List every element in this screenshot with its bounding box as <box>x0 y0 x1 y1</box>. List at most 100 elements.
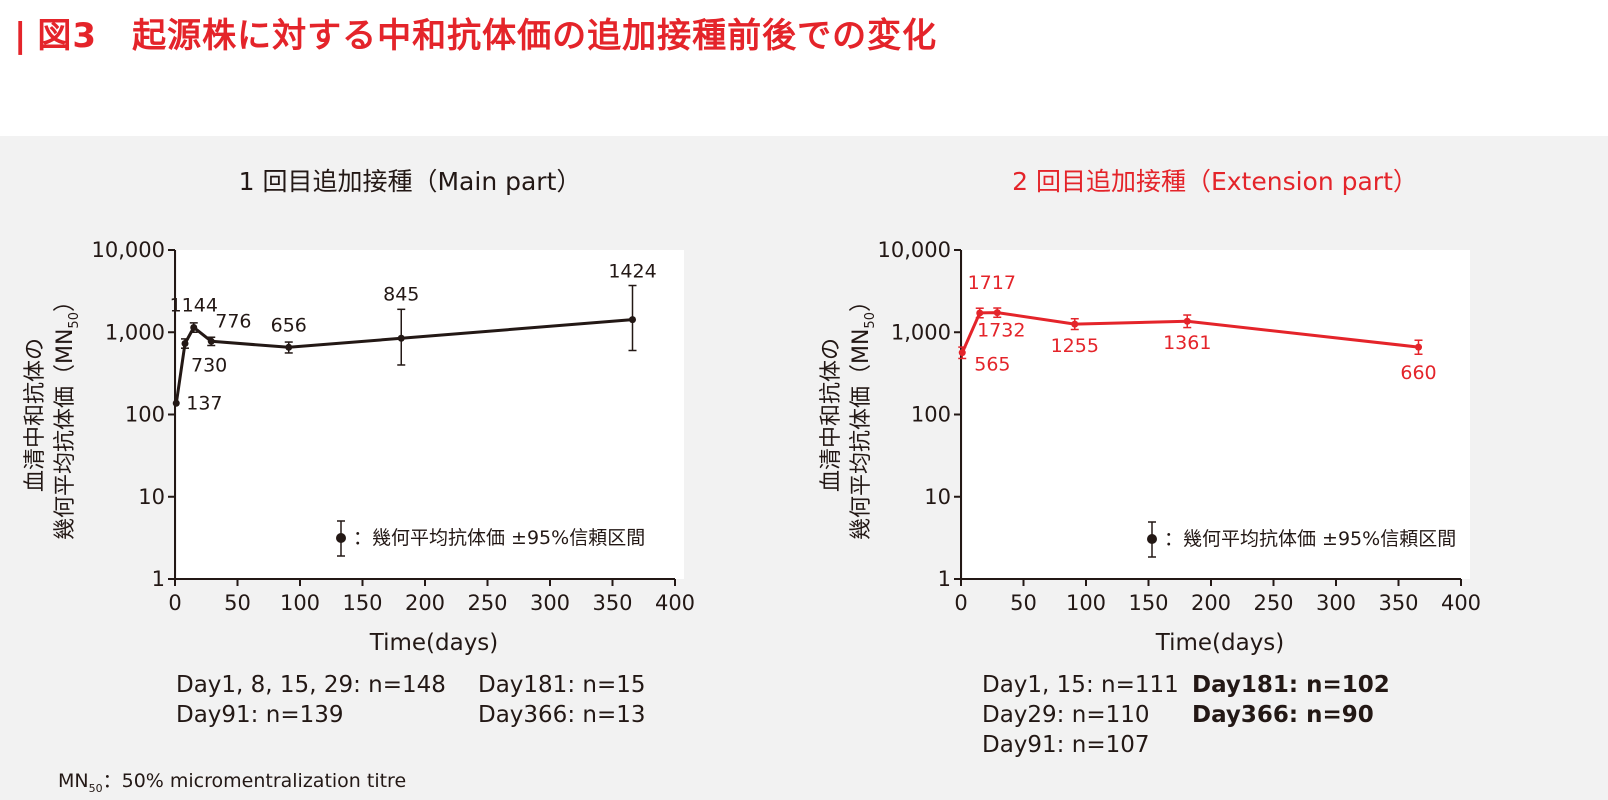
legend-marker <box>1147 534 1157 544</box>
y-tick-label: 100 <box>911 403 951 427</box>
y-label-sub: 50 <box>863 312 878 329</box>
x-axis-label: Time(days) <box>369 630 499 656</box>
y-tick-label: 10,000 <box>92 238 165 262</box>
x-tick-label: 400 <box>655 591 695 615</box>
data-label: 1424 <box>608 261 656 283</box>
y-axis-label: 血清中和抗体の 幾何平均抗体価（MN50） <box>819 290 878 540</box>
data-label: 845 <box>383 283 419 305</box>
title-text: 図3 起源株に対する中和抗体価の追加接種前後での変化 <box>37 16 938 56</box>
legend-marker <box>336 533 346 543</box>
x-tick-label: 350 <box>1378 591 1418 615</box>
n-note: Day181: n=102 <box>1192 672 1390 698</box>
data-point <box>629 316 636 324</box>
legend: ：幾何平均抗体価 ±95%信頼区間 <box>1147 521 1456 558</box>
n-note: Day91: n=107 <box>982 732 1150 758</box>
y-axis-label: 血清中和抗体の 幾何平均抗体価（MN50） <box>23 290 82 540</box>
data-label: 137 <box>186 392 222 414</box>
footnote-mn: MN <box>58 770 89 792</box>
x-tick-label: 250 <box>1253 591 1293 615</box>
data-point <box>285 343 293 351</box>
y-tick-label: 1 <box>938 567 951 591</box>
y-label-main: 幾何平均抗体価（MN <box>849 329 874 540</box>
chart-title: 1 回目追加接種（Main part） <box>239 167 582 196</box>
n-note: Day1, 8, 15, 29: n=148 <box>176 672 446 698</box>
data-label: 565 <box>974 354 1010 376</box>
data-label: 660 <box>1400 362 1436 384</box>
n-notes-col1: Day1, 15: n=111 Day29: n=110 Day91: n=10… <box>982 670 1179 760</box>
n-note: Day1, 15: n=111 <box>982 672 1179 698</box>
chart-extension-part: 2 回目追加接種（Extension part） 血清中和抗体の 幾何平均抗体価… <box>819 167 1481 656</box>
data-point <box>1071 320 1079 328</box>
data-label: 1361 <box>1163 332 1211 354</box>
y-axis-label-line2: 幾何平均抗体価（MN50） <box>53 290 82 540</box>
y-label-close: ） <box>849 290 874 312</box>
n-notes-col2: Day181: n=15 Day366: n=13 <box>478 670 646 730</box>
n-note: Day366: n=13 <box>478 702 646 728</box>
n-notes-col1: Day1, 8, 15, 29: n=148 Day91: n=139 <box>176 670 446 730</box>
data-label: 1255 <box>1051 335 1099 357</box>
legend: ：幾何平均抗体価 ±95%信頼区間 <box>336 520 645 557</box>
axes: 1 10 100 1,000 10,000 0 50 100 150 200 250 300 350 40… <box>878 238 1482 615</box>
data-label: 1144 <box>170 294 218 316</box>
x-tick-label: 200 <box>1191 591 1231 615</box>
x-tick-label: 150 <box>1128 591 1168 615</box>
x-tick-label: 100 <box>1066 591 1106 615</box>
x-tick-label: 300 <box>530 591 570 615</box>
y-tick-label: 1,000 <box>891 320 951 344</box>
data-point <box>993 309 1001 317</box>
y-tick-label: 10,000 <box>878 238 951 262</box>
footnote-sub: 50 <box>88 781 103 795</box>
data-label: 1717 <box>968 272 1016 294</box>
n-notes-col2: Day181: n=102 Day366: n=90 <box>1192 670 1390 730</box>
plot-area <box>177 250 684 579</box>
n-note: Day181: n=15 <box>478 672 646 698</box>
data-point <box>1415 343 1422 351</box>
y-tick-label: 1,000 <box>105 320 165 344</box>
x-tick-label: 200 <box>405 591 445 615</box>
page-title: | 図3 起源株に対する中和抗体価の追加接種前後での変化 <box>14 8 937 57</box>
x-tick-label: 100 <box>280 591 320 615</box>
y-tick-label: 10 <box>138 485 165 509</box>
data-point <box>190 323 198 331</box>
footnote: MN50：50% micromentralization titre <box>58 766 406 795</box>
data-point <box>958 349 966 357</box>
data-label: 1732 <box>977 320 1025 342</box>
data-label: 656 <box>271 314 307 336</box>
x-tick-label: 150 <box>342 591 382 615</box>
data-point <box>181 339 189 347</box>
y-tick-label: 10 <box>924 485 951 509</box>
y-tick-label: 1 <box>152 567 165 591</box>
x-tick-label: 0 <box>168 591 181 615</box>
x-tick-label: 350 <box>592 591 632 615</box>
data-point <box>397 334 405 342</box>
data-point <box>1183 317 1191 325</box>
x-tick-label: 300 <box>1316 591 1356 615</box>
y-axis-label-line1: 血清中和抗体の <box>23 338 48 492</box>
x-tick-label: 400 <box>1441 591 1481 615</box>
n-note: Day91: n=139 <box>176 702 344 728</box>
axes: 1 10 100 1,000 10,000 0 50 100 150 200 250 300 350 40… <box>92 238 696 615</box>
y-label-sub: 50 <box>67 312 82 329</box>
legend-text: ：幾何平均抗体価 ±95%信頼区間 <box>1164 528 1456 550</box>
n-note: Day29: n=110 <box>982 702 1150 728</box>
data-label: 776 <box>215 310 251 332</box>
footnote-text: ：50% micromentralization titre <box>102 770 407 792</box>
x-tick-label: 250 <box>467 591 507 615</box>
y-axis-label-line1: 血清中和抗体の <box>819 338 844 492</box>
x-tick-label: 50 <box>1010 591 1037 615</box>
plot-area <box>963 250 1470 579</box>
y-axis-label-line2: 幾何平均抗体価（MN50） <box>849 290 878 540</box>
x-tick-label: 0 <box>954 591 967 615</box>
series-line <box>960 311 1419 354</box>
x-axis-label: Time(days) <box>1155 630 1285 656</box>
data-point <box>207 337 215 345</box>
y-label-main: 幾何平均抗体価（MN <box>53 329 78 540</box>
legend-text: ：幾何平均抗体価 ±95%信頼区間 <box>353 527 645 549</box>
data-point <box>976 309 984 317</box>
x-tick-label: 50 <box>224 591 251 615</box>
data-point <box>172 399 180 407</box>
chart-title: 2 回目追加接種（Extension part） <box>1012 167 1418 196</box>
chart-main-part: 1 回目追加接種（Main part） 血清中和抗体の 幾何平均抗体価（MN50… <box>23 167 695 656</box>
